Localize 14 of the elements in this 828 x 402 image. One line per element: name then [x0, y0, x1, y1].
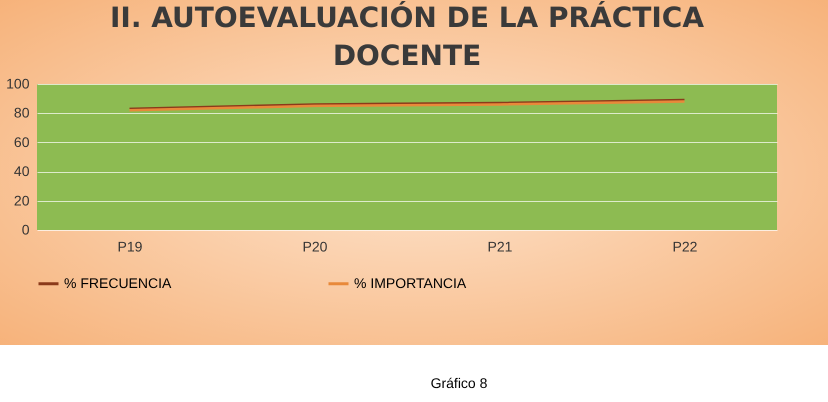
- legend-label: % IMPORTANCIA: [354, 274, 467, 291]
- text: Gráfico 8: [430, 374, 488, 391]
- y-tick-label: 80: [14, 104, 30, 121]
- x-tick-label: P19: [118, 238, 143, 254]
- legend-label: % FRECUENCIA: [64, 274, 172, 291]
- x-tick-label: P22: [672, 238, 698, 254]
- y-tick-label: 40: [14, 163, 30, 180]
- y-tick-label: 0: [22, 222, 30, 238]
- y-tick-label: 100: [6, 76, 30, 92]
- x-tick-label: P21: [488, 238, 513, 254]
- y-tick-label: 60: [14, 134, 30, 150]
- x-tick-label: P20: [302, 238, 328, 254]
- y-tick-label: 20: [14, 192, 30, 208]
- chart-title: II. AUTOEVALUACIÓN DE LA PRÁCTICA DOCENTE: [110, 1, 704, 72]
